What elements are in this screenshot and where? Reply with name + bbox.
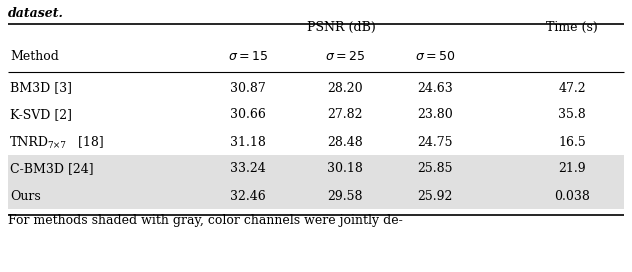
Bar	[8, 155, 624, 182]
Text: 33.24: 33.24	[230, 162, 266, 175]
Text: 27.82: 27.82	[327, 109, 363, 122]
Text: PSNR (dB): PSNR (dB)	[307, 21, 376, 34]
Text: $\sigma = 50$: $\sigma = 50$	[415, 51, 455, 63]
Text: 24.75: 24.75	[417, 135, 453, 149]
Text: $\sigma = 25$: $\sigma = 25$	[325, 51, 365, 63]
Text: 32.46: 32.46	[230, 190, 266, 202]
Text: 29.58: 29.58	[327, 190, 363, 202]
Text: Time (s): Time (s)	[546, 21, 598, 34]
Text: 28.48: 28.48	[327, 135, 363, 149]
Text: 30.87: 30.87	[230, 82, 266, 94]
Text: C-BM3D [24]: C-BM3D [24]	[10, 162, 94, 175]
Text: $\sigma = 15$: $\sigma = 15$	[228, 51, 268, 63]
Text: TNRD: TNRD	[10, 135, 49, 149]
Text: 25.92: 25.92	[417, 190, 453, 202]
Text: 47.2: 47.2	[558, 82, 586, 94]
Text: 30.66: 30.66	[230, 109, 266, 122]
Text: 0.038: 0.038	[554, 190, 590, 202]
Text: 21.9: 21.9	[558, 162, 586, 175]
Text: For methods shaded with gray, color channels were jointly de-: For methods shaded with gray, color chan…	[8, 214, 403, 227]
Text: 24.63: 24.63	[417, 82, 453, 94]
Bar	[8, 182, 624, 209]
Text: 28.20: 28.20	[327, 82, 363, 94]
Text: 16.5: 16.5	[558, 135, 586, 149]
Text: BM3D [3]: BM3D [3]	[10, 82, 72, 94]
Text: 35.8: 35.8	[558, 109, 586, 122]
Text: Method: Method	[10, 51, 59, 63]
Text: 31.18: 31.18	[230, 135, 266, 149]
Text: dataset.: dataset.	[8, 7, 64, 20]
Text: Ours: Ours	[10, 190, 40, 202]
Text: 25.85: 25.85	[417, 162, 453, 175]
Text: 30.18: 30.18	[327, 162, 363, 175]
Text: K-SVD [2]: K-SVD [2]	[10, 109, 72, 122]
Text: [18]: [18]	[74, 135, 104, 149]
Text: 23.80: 23.80	[417, 109, 453, 122]
Text: 7×7: 7×7	[47, 141, 66, 150]
